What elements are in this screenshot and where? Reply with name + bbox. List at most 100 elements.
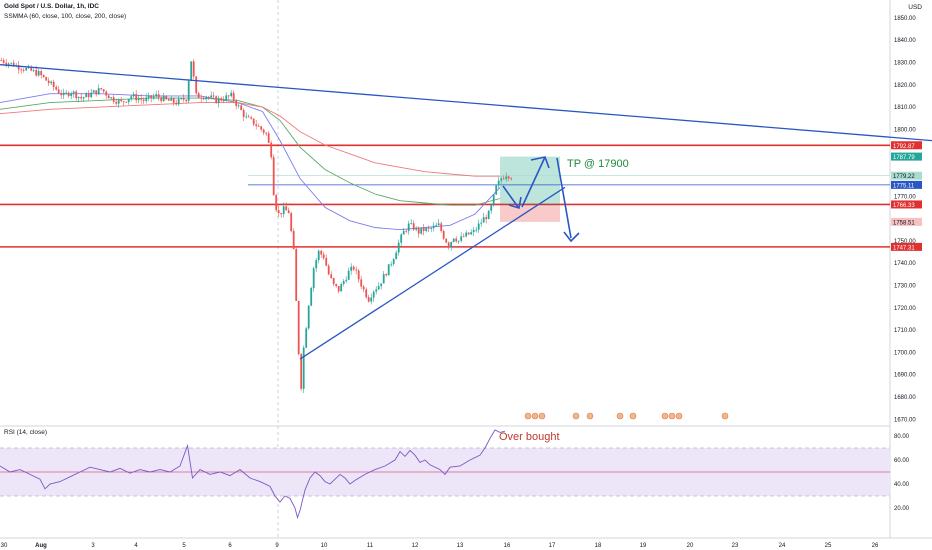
candle-body [495,185,498,195]
rsi-title[interactable]: RSI (14, close) [4,429,47,436]
price-tag-text: 1792.87 [893,144,915,150]
candle-body [275,195,278,211]
candle-body [102,89,105,92]
time-axis[interactable]: 30 Aug 3 4 5 6 9 10 11 12 13 16 17 18 19 20 23 24 25 26 [1,543,879,549]
candle-body [395,252,398,260]
candle-body [480,222,483,224]
event-flag-icon [675,412,683,420]
candle-body [97,88,100,95]
candle-body [437,223,440,226]
time-tick-label: Aug [35,543,47,549]
candle-body [205,96,208,100]
price-tick-label: 1690.00 [894,373,916,379]
candle-body [357,270,360,280]
candle-body [165,95,168,100]
candle-body [62,92,65,96]
symbol-title[interactable]: Gold Spot / U.S. Dollar, 1h, IDC [4,3,99,10]
candle-body [67,92,70,97]
candle-body [407,223,410,232]
candle-body [250,117,253,119]
time-tick-label: 18 [595,543,602,549]
candle-body [410,223,413,225]
price-tick-label: 1710.00 [894,328,916,334]
time-tick-label: 10 [321,543,328,549]
time-tick-label: 11 [367,543,374,549]
event-flag-icon [572,412,580,420]
rsi-tick-label: 20.00 [894,506,910,512]
price-axis[interactable]: 1850.00 1840.00 1830.00 1820.00 1810.00 1800.… [894,16,916,423]
candle-body [322,254,325,259]
moving-average-line [0,93,501,231]
candle-body [87,93,90,98]
candle-body [192,61,195,77]
candle-body [422,227,425,231]
rsi-pane[interactable] [0,429,890,520]
event-flag-icon [586,412,594,420]
time-tick-label: 20 [687,543,694,549]
candle-body [435,225,438,226]
candle-body [25,67,28,71]
candle-body [212,95,215,97]
candle-body [457,240,460,242]
candle-body [447,242,450,248]
candle-body [255,124,258,126]
price-tag-bg [891,152,922,161]
candle-body [35,69,38,76]
indicator-legend[interactable]: SSMMA (60, close, 100, close, 200, close… [4,13,127,20]
candle-body [72,91,75,94]
candle-body [247,116,250,118]
candle-body [487,210,490,220]
price-tag-text: 1787.79 [893,155,915,161]
time-tick-label: 3 [91,543,95,549]
event-flag-icon [616,412,624,420]
candle-body [482,217,485,223]
candle-body [170,98,173,101]
price-tick-label: 1840.00 [894,38,916,44]
candle-body [290,213,293,232]
projection-arrow-up [521,156,546,208]
candle-body [507,176,510,179]
candle-body [492,194,495,206]
candle-body [327,265,330,275]
candle-body [230,92,233,97]
candle-body [245,116,248,118]
candle-body [380,283,383,287]
candle-body [392,259,395,264]
price-tag-bg [891,171,922,180]
stop-loss-zone [500,206,560,222]
candle-body [10,62,13,64]
candle-body [420,227,423,234]
take-profit-zone [500,156,560,207]
candle-body [375,289,378,292]
projection-arrow-fall [556,157,572,239]
candle-body [5,62,8,65]
price-tick-label: 1820.00 [894,83,916,89]
price-tick-label: 1850.00 [894,16,916,22]
candle-body [217,98,220,104]
candle-body [92,90,95,93]
candle-body [362,286,365,290]
price-tick-label: 1750.00 [894,239,916,245]
candle-body [240,105,243,111]
time-tick-label: 24 [779,543,786,549]
projection-arrowhead [563,231,580,243]
candle-body [445,238,448,243]
candle-body [195,76,198,94]
candle-body [452,238,455,242]
candle-body [400,234,403,243]
candle-body [157,94,160,98]
candle-body [317,250,320,261]
time-tick-label: 19 [640,543,647,549]
candle-body [152,96,155,99]
candle-body [180,98,183,99]
tp-label: TP @ 17900 [567,158,629,170]
candle-body [425,227,428,231]
candle-body [162,95,165,102]
candle-body [467,232,470,235]
candle-body [112,97,115,102]
candle-body [242,110,245,117]
candle-body [417,227,420,234]
rsi-axis[interactable]: 80.00 60.00 40.00 20.00 [894,434,910,512]
